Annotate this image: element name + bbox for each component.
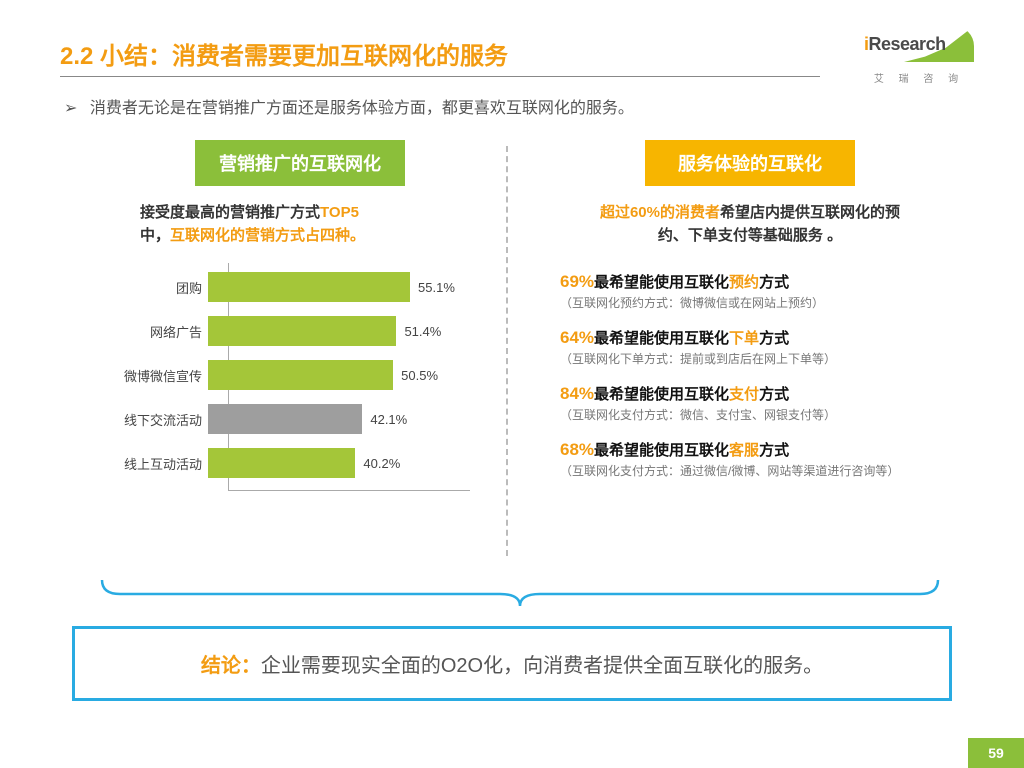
- stat-note: （互联网化支付方式：微信、支付宝、网银支付等）: [560, 406, 950, 423]
- bullet-icon: ➢: [64, 100, 77, 117]
- left-subtitle: 接受度最高的营销推广方式TOP5 中，互联网化的营销方式占四种。: [140, 202, 470, 247]
- stat-item: 64%最希望能使用互联化下单方式 （互联网化下单方式：提前或到店后在网上下单等）: [560, 327, 950, 367]
- chart-label: 微博微信宣传: [120, 366, 208, 385]
- page-title: 2.2 小结：消费者需要更加互联网化的服务: [60, 36, 508, 71]
- chart-value: 51.4%: [404, 324, 441, 339]
- bracket-icon: [100, 578, 940, 608]
- conclusion-label: 结论：: [201, 655, 261, 677]
- chart-bar: [208, 272, 410, 302]
- page-number: 59: [968, 738, 1024, 768]
- x-axis: [228, 490, 470, 491]
- stat-item: 69%最希望能使用互联化预约方式 （互联网化预约方式：微博微信或在网站上预约）: [560, 271, 950, 311]
- chart-row: 网络广告 51.4%: [120, 309, 490, 353]
- right-subtitle: 超过60%的消费者希望店内提供互联网化的预约、下单支付等基础服务 。: [585, 202, 915, 247]
- chart-bar: [208, 360, 393, 390]
- stat-main: 69%最希望能使用互联化预约方式: [560, 271, 950, 292]
- logo: iResearch 艾 瑞 咨 询: [864, 26, 974, 85]
- stat-note: （互联网化支付方式：通过微信/微博、网站等渠道进行咨询等）: [560, 462, 950, 479]
- conclusion-text: 企业需要现实全面的O2O化，向消费者提供全面互联化的服务。: [261, 655, 823, 677]
- title-divider: [60, 76, 820, 77]
- chart-value: 42.1%: [370, 412, 407, 427]
- stat-note: （互联网化预约方式：微博微信或在网站上预约）: [560, 294, 950, 311]
- stat-item: 68%最希望能使用互联化客服方式 （互联网化支付方式：通过微信/微博、网站等渠道进…: [560, 439, 950, 479]
- chart-label: 网络广告: [120, 322, 208, 341]
- right-panel: 服务体验的互联化 超过60%的消费者希望店内提供互联网化的预约、下单支付等基础服…: [550, 140, 950, 495]
- chart-label: 线上互动活动: [120, 454, 208, 473]
- vertical-divider: [506, 146, 508, 556]
- conclusion-box: 结论：企业需要现实全面的O2O化，向消费者提供全面互联化的服务。: [72, 626, 952, 701]
- chart-bar: [208, 316, 396, 346]
- chart-value: 50.5%: [401, 368, 438, 383]
- chart-value: 40.2%: [363, 456, 400, 471]
- left-header: 营销推广的互联网化: [195, 140, 405, 186]
- logo-text: iResearch: [864, 34, 946, 55]
- stat-note: （互联网化下单方式：提前或到店后在网上下单等）: [560, 350, 950, 367]
- right-header: 服务体验的互联化: [645, 140, 855, 186]
- chart-bar: [208, 448, 355, 478]
- left-panel: 营销推广的互联网化 接受度最高的营销推广方式TOP5 中，互联网化的营销方式占四…: [100, 140, 500, 485]
- logo-subtitle: 艾 瑞 咨 询: [864, 70, 974, 85]
- stat-item: 84%最希望能使用互联化支付方式 （互联网化支付方式：微信、支付宝、网银支付等）: [560, 383, 950, 423]
- chart-bar: [208, 404, 362, 434]
- stat-list: 69%最希望能使用互联化预约方式 （互联网化预约方式：微博微信或在网站上预约） 64…: [560, 271, 950, 479]
- stat-main: 64%最希望能使用互联化下单方式: [560, 327, 950, 348]
- bar-chart: 团购 55.1% 网络广告 51.4% 微博微信宣传 50.5% 线下交流活动 42.1% 线上…: [120, 265, 490, 485]
- chart-label: 团购: [120, 278, 208, 297]
- stat-main: 68%最希望能使用互联化客服方式: [560, 439, 950, 460]
- chart-label: 线下交流活动: [120, 410, 208, 429]
- intro-line: ➢ 消费者无论是在营销推广方面还是服务体验方面，都更喜欢互联网化的服务。: [64, 94, 634, 118]
- chart-row: 线下交流活动 42.1%: [120, 397, 490, 441]
- stat-main: 84%最希望能使用互联化支付方式: [560, 383, 950, 404]
- chart-row: 微博微信宣传 50.5%: [120, 353, 490, 397]
- chart-value: 55.1%: [418, 280, 455, 295]
- intro-text: 消费者无论是在营销推广方面还是服务体验方面，都更喜欢互联网化的服务。: [90, 100, 634, 117]
- chart-row: 团购 55.1%: [120, 265, 490, 309]
- chart-row: 线上互动活动 40.2%: [120, 441, 490, 485]
